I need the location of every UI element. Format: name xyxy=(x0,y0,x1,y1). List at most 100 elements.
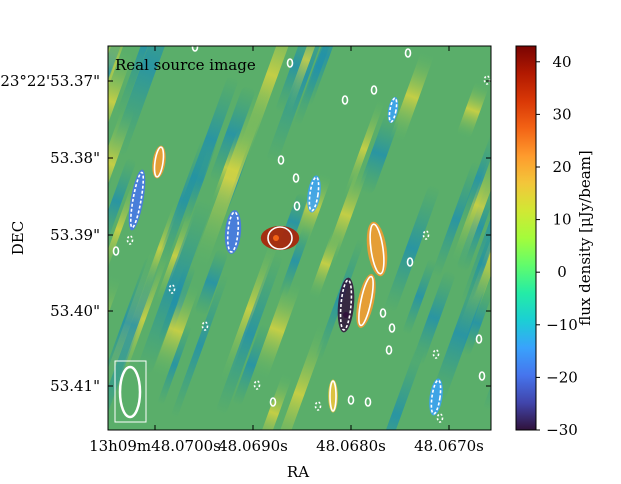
noise-stripe xyxy=(155,205,197,307)
x-tick-label: 48.0670s xyxy=(414,437,484,455)
noise-stripe xyxy=(385,185,439,312)
noise-stripe xyxy=(219,232,281,387)
beam-indicator xyxy=(114,360,147,423)
colorbar-tick-label: 0 xyxy=(557,263,567,281)
positive-contour xyxy=(269,397,277,407)
noise-stripe xyxy=(368,346,425,430)
noise-stripe xyxy=(342,96,386,201)
noise-stripe xyxy=(403,259,436,335)
negative-contour xyxy=(483,75,491,85)
noise-stripe xyxy=(108,256,160,392)
noise-stripe xyxy=(108,173,141,286)
positive-contour xyxy=(475,334,483,344)
negative-emission-blob xyxy=(337,277,355,333)
colorbar-ticks: 40 30 20 10 0 −10 −20 −30 xyxy=(536,53,578,439)
noise-stripe xyxy=(192,86,270,273)
positive-contour xyxy=(153,146,165,178)
colorbar-tick-label: 10 xyxy=(552,211,571,229)
source-peak xyxy=(273,235,279,241)
negative-contour xyxy=(314,401,322,411)
positive-contour xyxy=(385,345,393,355)
positive-contour xyxy=(329,380,337,412)
beam-ellipse xyxy=(118,365,142,419)
positive-contour xyxy=(404,48,412,58)
negative-contour xyxy=(168,284,176,294)
noise-stripe xyxy=(413,271,455,365)
noise-stripe xyxy=(359,113,399,194)
negative-contour xyxy=(422,230,430,240)
positive-contour xyxy=(379,308,387,318)
positive-contour xyxy=(406,257,414,267)
heatmap-panel xyxy=(108,46,491,430)
noise-stripe xyxy=(108,272,122,390)
positive-contour xyxy=(277,155,285,165)
noise-stripe xyxy=(460,133,491,224)
colorbar-label: flux density [μJy/beam] xyxy=(576,150,594,325)
panel-label: Real source image xyxy=(115,56,256,74)
noise-stripe xyxy=(432,161,480,277)
noise-stripe xyxy=(276,46,318,113)
stripe-pattern xyxy=(108,46,491,430)
positive-contour xyxy=(292,173,300,183)
noise-stripe xyxy=(451,144,491,267)
y-tick-label: 53.40" xyxy=(50,302,100,320)
negative-emission-blob xyxy=(429,378,443,416)
noise-stripe xyxy=(108,158,136,245)
colorbar-gradient xyxy=(515,45,537,431)
noise-stripe xyxy=(294,46,343,126)
x-tick-label: 48.0690s xyxy=(218,437,288,455)
noise-stripe xyxy=(390,50,434,144)
positive-contour xyxy=(478,371,486,381)
negative-contour xyxy=(226,211,240,253)
noise-stripe xyxy=(108,46,125,113)
positive-contour xyxy=(369,223,385,275)
noise-stripe xyxy=(461,291,491,356)
negative-contour xyxy=(308,176,320,212)
y-axis: -23°22'53.37" 53.38" 53.39" 53.40" 53.41" xyxy=(0,72,491,395)
x-axis-label: RA xyxy=(287,463,309,481)
positive-contour xyxy=(347,395,355,405)
negative-contour xyxy=(430,379,442,415)
positive-emission-blob xyxy=(260,225,300,251)
negative-emission-blob xyxy=(387,96,399,124)
colorbar-tick-label: −20 xyxy=(546,368,578,386)
positive-contour xyxy=(293,201,301,211)
noise-stripe xyxy=(195,249,228,316)
noise-stripe xyxy=(253,278,301,381)
positive-contour xyxy=(370,85,378,95)
noise-stripe xyxy=(210,86,255,183)
noise-stripe xyxy=(137,200,212,375)
positive-emission-blob xyxy=(152,145,166,179)
noise-stripe xyxy=(457,81,488,140)
negative-contour xyxy=(201,321,209,331)
noise-stripe xyxy=(108,106,134,221)
noise-stripe xyxy=(309,227,343,301)
noise-stripe xyxy=(216,254,282,415)
noise-stripe xyxy=(158,325,191,405)
x-tick-label: 13h09m48.0700s xyxy=(89,437,221,455)
colorbar: 40 30 20 10 0 −10 −20 −30 flux density [μJy/bea… xyxy=(515,45,594,439)
positive-contour xyxy=(286,58,294,68)
y-tick-label: 53.38" xyxy=(50,149,100,167)
noise-stripe xyxy=(268,320,329,430)
y-axis-label: DEC xyxy=(9,221,27,255)
noise-stripe xyxy=(461,133,491,305)
positive-emission-blob xyxy=(356,274,376,328)
noise-stripe xyxy=(255,372,292,430)
y-tick-label: -23°22'53.37" xyxy=(0,72,100,90)
noise-stripe xyxy=(431,268,490,401)
negative-contour xyxy=(388,97,398,123)
noise-stripe xyxy=(153,281,199,379)
negative-contour xyxy=(253,380,261,390)
negative-emission-blob xyxy=(307,175,321,213)
colorbar-tick-label: −10 xyxy=(546,316,578,334)
positive-contour xyxy=(388,323,396,333)
negative-emission-blob xyxy=(128,169,146,231)
negative-contour xyxy=(436,413,444,423)
noise-stripe xyxy=(171,274,228,418)
colorbar-tick-label: 20 xyxy=(552,158,571,176)
plot-frame xyxy=(107,45,492,431)
contour-layer xyxy=(112,46,491,423)
